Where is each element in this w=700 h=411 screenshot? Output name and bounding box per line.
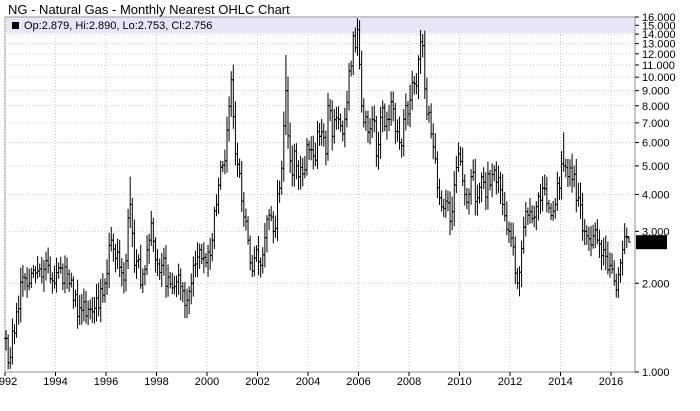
y-tick-label: 2.000	[642, 278, 670, 290]
ohlc-bars	[4, 18, 631, 370]
x-tick-label: 2010	[447, 376, 471, 388]
y-tick-label: 7.000	[642, 118, 670, 130]
y-tick-label: 5.000	[642, 161, 670, 173]
y-tick-label: 10.000	[642, 72, 676, 84]
ohlc-readout: Op:2.879, Hi:2.890, Lo:2.753, Cl:2.756	[24, 20, 212, 32]
last-price-label: 2.756	[639, 237, 667, 249]
x-tick-label: 2012	[498, 376, 522, 388]
chart-title: NG - Natural Gas - Monthly Nearest OHLC …	[8, 2, 290, 17]
x-axis-ticks: 1992 1994 1996 1998 2000 2002 2004 2006 2008 2010…	[0, 372, 623, 388]
y-tick-label: 11.000	[642, 60, 675, 72]
grid	[4, 17, 635, 372]
series-swatch	[12, 22, 19, 29]
info-band	[6, 18, 634, 33]
x-tick-label: 2002	[245, 376, 269, 388]
x-tick-label: 2000	[195, 376, 219, 388]
x-tick-label: 1996	[94, 376, 118, 388]
y-axis-ticks: 1.0002.0003.0004.0005.0006.0007.0008.000…	[635, 12, 676, 379]
y-tick-label: 16.000	[642, 12, 676, 24]
y-tick-label: 14.000	[642, 29, 676, 41]
last-price-marker	[636, 235, 667, 250]
y-tick-label: 8.000	[642, 101, 670, 113]
x-tick-label: 2008	[397, 376, 421, 388]
y-tick-label: 6.000	[642, 138, 670, 150]
x-tick-label: 2006	[346, 376, 370, 388]
x-tick-label: 1994	[43, 376, 67, 388]
x-tick-label: 1992	[0, 376, 17, 388]
y-tick-label: 13.000	[642, 39, 676, 51]
y-tick-label: 4.000	[642, 190, 670, 202]
x-tick-label: 1998	[144, 376, 168, 388]
x-tick-label: 2004	[296, 376, 320, 388]
y-tick-label: 15.000	[642, 20, 676, 32]
x-tick-label: 2014	[548, 376, 572, 388]
y-tick-label: 1.000	[642, 367, 670, 379]
y-tick-label: 12.000	[642, 49, 676, 61]
y-tick-label: 9.000	[642, 86, 670, 98]
x-tick-label: 2016	[599, 376, 623, 388]
